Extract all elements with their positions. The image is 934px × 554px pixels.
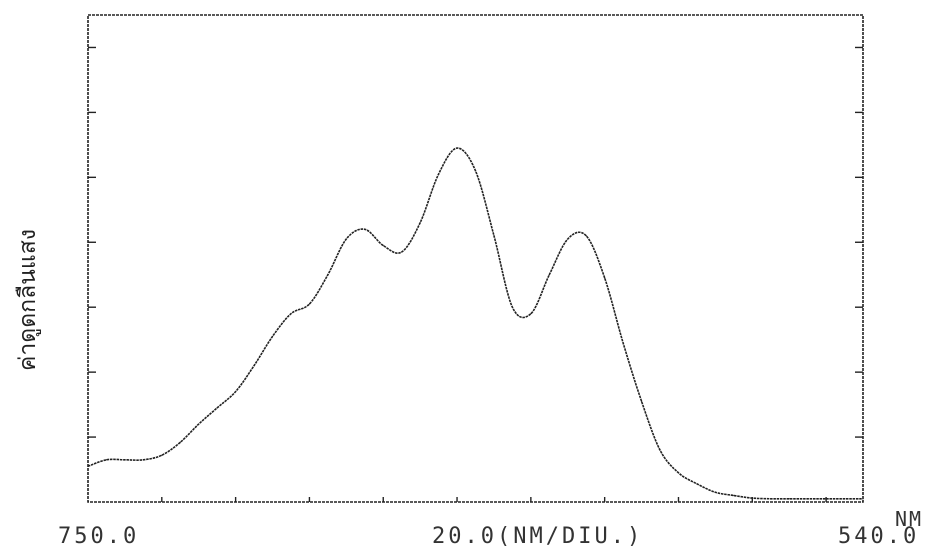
absorbance-series-line <box>87 147 863 500</box>
data-point <box>364 228 366 230</box>
data-point <box>751 497 753 499</box>
data-point <box>327 274 329 276</box>
data-point <box>696 483 698 485</box>
data-point <box>419 222 421 224</box>
data-point <box>770 498 772 500</box>
data-point <box>216 407 218 409</box>
y-axis-label-text: ค่าดูดกลืนแสง <box>15 228 42 372</box>
plot-frame <box>87 14 864 503</box>
data-point <box>862 498 864 500</box>
data-point <box>677 472 680 474</box>
data-point <box>714 491 716 493</box>
data-point <box>142 459 144 461</box>
data-point <box>437 173 440 175</box>
data-point <box>308 303 311 305</box>
series-group <box>87 147 864 500</box>
data-point <box>474 170 477 172</box>
data-point <box>345 238 347 240</box>
data-point <box>640 400 643 402</box>
data-point <box>271 335 274 338</box>
y-tick-marks <box>88 46 863 438</box>
data-point <box>235 391 237 393</box>
data-point <box>87 465 89 467</box>
data-point <box>659 449 661 451</box>
data-point <box>530 313 532 315</box>
data-point <box>807 498 809 500</box>
data-point <box>105 459 108 461</box>
data-point <box>825 498 827 500</box>
data-point <box>493 235 495 237</box>
data-point <box>290 313 292 315</box>
data-point <box>622 342 624 344</box>
x-end-label: 540.0 <box>838 524 920 549</box>
data-point <box>843 498 846 500</box>
data-point <box>253 365 255 367</box>
data-point <box>179 441 181 443</box>
data-point <box>124 459 126 461</box>
x-unit-label: NM <box>895 507 924 531</box>
x-tick-marks <box>161 497 827 502</box>
data-point <box>382 244 384 247</box>
y-axis-label: ค่าดูดกลืนแสง <box>8 150 48 450</box>
data-point <box>456 147 458 149</box>
data-point <box>161 454 163 456</box>
data-point <box>511 306 514 308</box>
data-point <box>567 238 569 240</box>
data-point <box>733 494 735 497</box>
data-point <box>548 274 550 276</box>
x-start-label: 750.0 <box>58 524 140 549</box>
data-point <box>401 251 403 253</box>
data-point <box>198 423 200 425</box>
x-scale-label: 20.0(NM/DIU.) <box>432 524 644 549</box>
data-point <box>788 498 790 500</box>
data-point <box>604 277 606 279</box>
data-point <box>585 235 587 237</box>
